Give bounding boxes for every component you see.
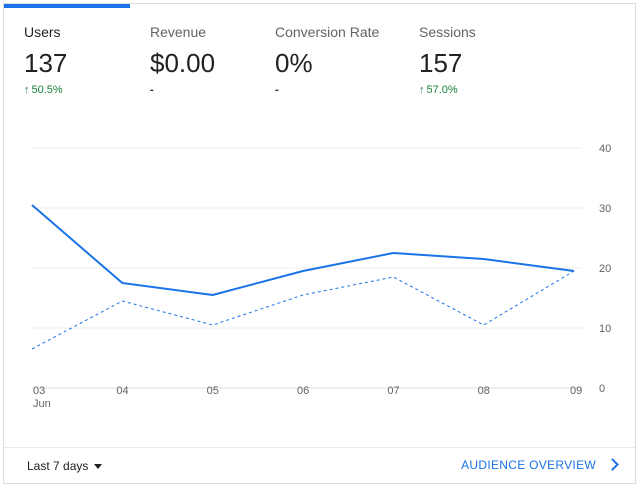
tab-revenue-value: $0.00 [150,48,216,78]
tab-revenue[interactable]: Revenue $0.00 - [130,4,255,104]
x-tick-label: 06 [297,385,309,397]
tab-conversion-rate-value: 0% [275,48,313,78]
active-tab-indicator [4,4,130,8]
x-tick-label: 09 [570,385,582,397]
x-tick-label: 04 [116,385,128,397]
x-tick-label: 07 [387,385,399,397]
x-tick-sublabel: Jun [33,398,51,410]
tab-sessions-value: 157 [419,48,463,78]
y-tick-label: 30 [599,203,611,215]
tab-users[interactable]: Users 137 ↑ 50.5% [4,4,130,104]
card-footer: Last 7 days AUDIENCE OVERVIEW [4,447,635,485]
y-tick-label: 10 [599,323,611,335]
x-tick-label: 08 [478,385,490,397]
tab-users-value: 137 [24,48,68,78]
arrow-up-icon: ↑ [419,84,425,96]
series-line-current [31,204,575,296]
audience-overview-link[interactable]: AUDIENCE OVERVIEW [461,458,619,472]
arrow-up-icon: ↑ [24,84,30,96]
date-range-dropdown[interactable]: Last 7 days [27,459,103,473]
tab-users-label: Users [24,24,61,40]
series-line-comparison [31,270,575,350]
overview-card: Users 137 ↑ 50.5% Revenue $0.00 - Convers… [3,3,636,484]
x-tick-label: 05 [207,385,219,397]
tab-sessions[interactable]: Sessions 157 ↑ 57.0% [399,4,539,104]
chevron-right-icon [606,458,619,472]
metric-tabs: Users 137 ↑ 50.5% Revenue $0.00 - Convers… [4,4,635,114]
tab-sessions-label: Sessions [419,24,476,40]
y-tick-label: 20 [599,263,611,275]
x-tick-label: 03 [33,385,45,397]
audience-overview-label: AUDIENCE OVERVIEW [461,458,596,472]
caret-down-icon [94,464,103,470]
date-range-label: Last 7 days [27,459,89,473]
tab-conversion-rate[interactable]: Conversion Rate 0% - [255,4,399,104]
tab-conversion-rate-label: Conversion Rate [275,24,380,40]
y-tick-label: 40 [599,143,611,155]
tab-revenue-change: - [150,84,154,96]
tab-users-change: ↑ 50.5% [24,84,63,96]
tab-revenue-label: Revenue [150,24,207,40]
y-tick-label: 0 [599,383,605,395]
tab-sessions-change: ↑ 57.0% [419,84,458,96]
tab-conversion-rate-change: - [275,84,279,96]
